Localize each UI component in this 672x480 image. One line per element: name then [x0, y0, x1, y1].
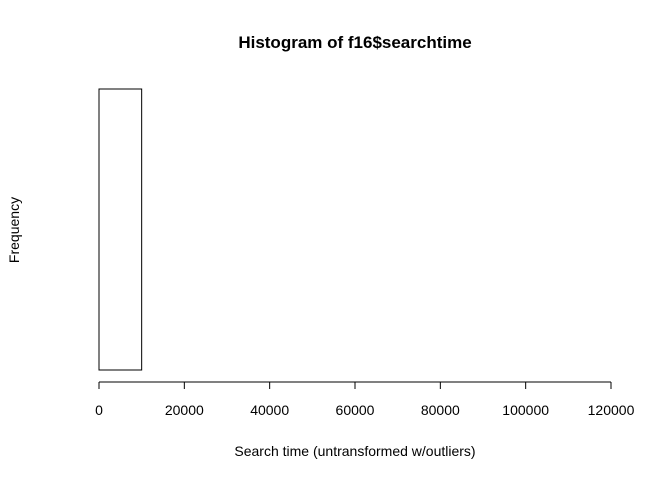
chart-title: Histogram of f16$searchtime	[238, 33, 471, 52]
x-tick-label: 60000	[336, 402, 375, 418]
histogram-bars	[98, 88, 143, 371]
x-tick-label: 40000	[250, 402, 289, 418]
x-axis: 0 20000 40000 60000 80000 100000 120000	[95, 381, 635, 418]
x-tick-label: 80000	[421, 402, 460, 418]
y-axis-label: Frequency	[6, 197, 22, 263]
x-tick-label: 20000	[165, 402, 204, 418]
x-axis-label: Search time (untransformed w/outliers)	[234, 443, 475, 459]
x-tick-label: 0	[95, 402, 103, 418]
histogram-bar-0	[98, 88, 143, 371]
x-tick-label: 100000	[502, 402, 549, 418]
x-tick-label: 120000	[588, 402, 635, 418]
